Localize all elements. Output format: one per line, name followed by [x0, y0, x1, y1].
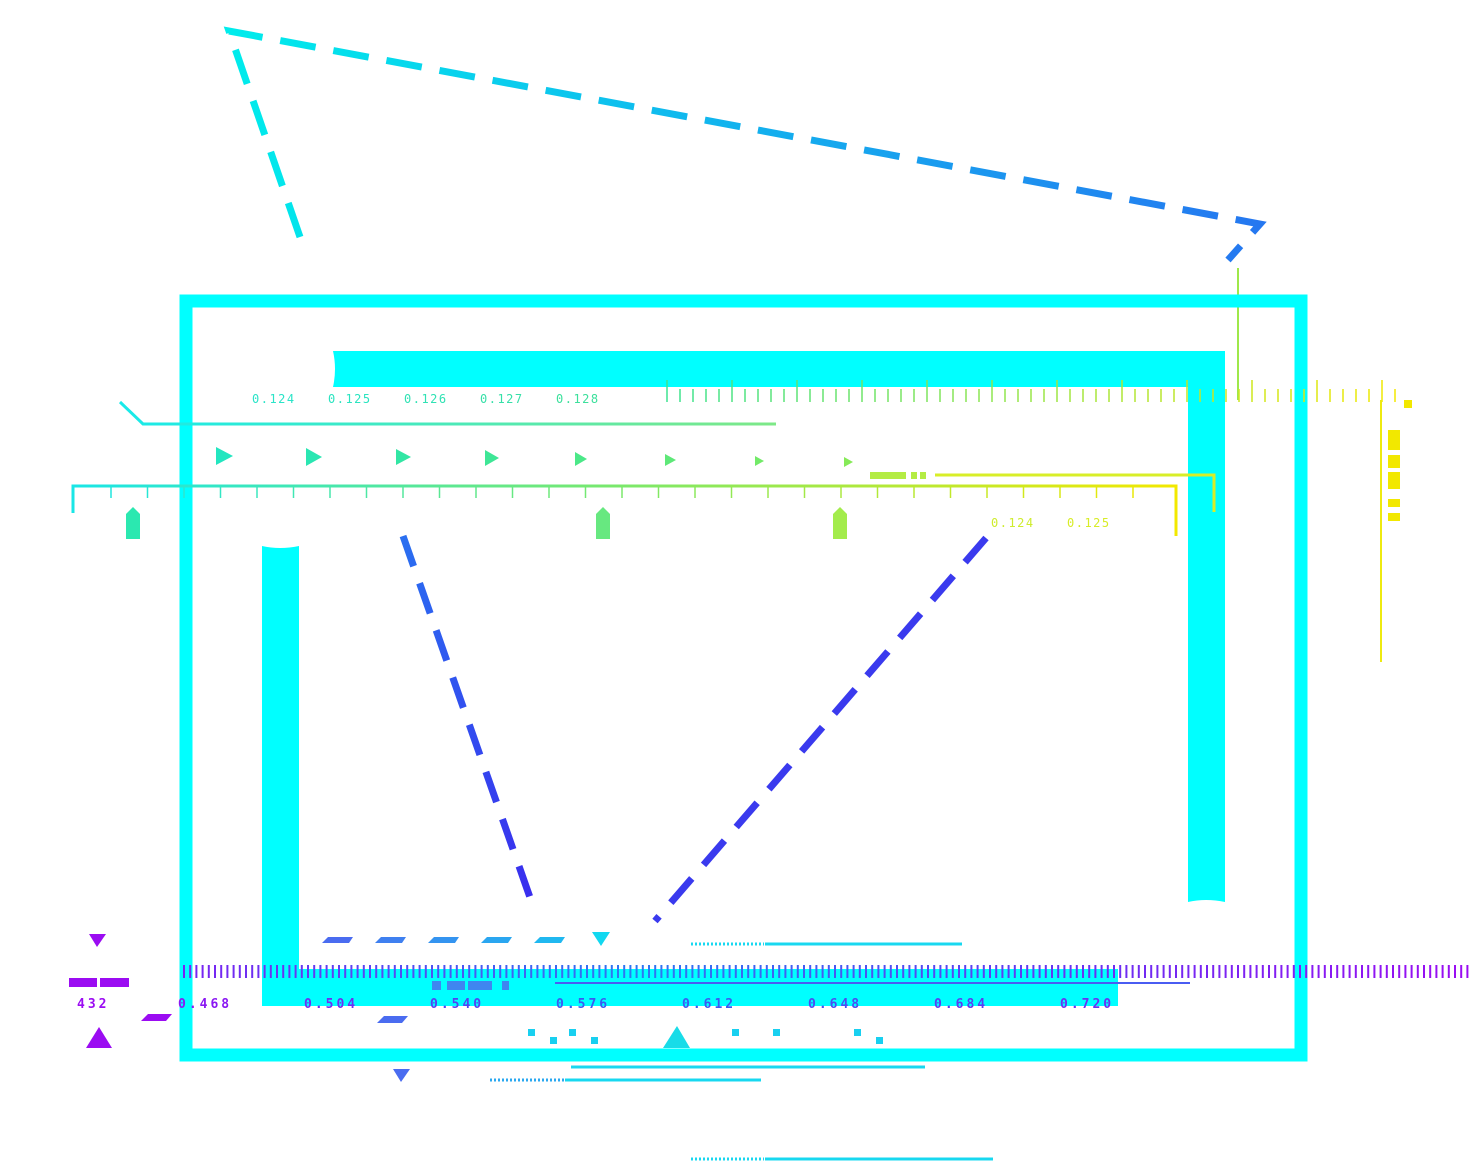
up-triangle-icon — [663, 1026, 690, 1048]
down-triangle-icon — [89, 934, 106, 947]
top-scale-label: 0.124 — [252, 392, 296, 406]
slanted-mark — [141, 1014, 172, 1021]
play-arrow-icon — [216, 447, 233, 465]
top-scale-label: 0.128 — [556, 392, 600, 406]
top-scale-labels: 0.124 0.125 0.126 0.127 0.128 — [252, 392, 600, 406]
bottom-scale-label: 0.648 — [808, 997, 862, 1012]
bottom-scale-label: 0.720 — [1060, 997, 1114, 1012]
up-triangle-icon — [86, 1027, 112, 1048]
readout-bar — [69, 978, 97, 987]
top-scale-label: 0.125 — [328, 392, 372, 406]
angled-slash-line — [118, 400, 776, 426]
slanted-dash-row — [322, 937, 565, 943]
play-arrow-icon — [396, 449, 411, 465]
bottom-left-widget: 432 — [69, 934, 172, 1048]
bottom-scale-label: 0.504 — [304, 997, 358, 1012]
right-status-blocks — [1388, 430, 1400, 521]
play-arrow-icon — [485, 450, 499, 466]
dashed-right-diagonal — [652, 535, 989, 924]
play-arrow-row — [216, 447, 853, 467]
right-status-column — [1380, 400, 1400, 662]
top-scale-label: 0.127 — [480, 392, 524, 406]
readout-bar — [100, 978, 129, 987]
middle-ruler-baseline — [71, 484, 1178, 536]
middle-ruler — [71, 472, 1216, 536]
pointer-marker-icon — [833, 507, 847, 539]
bottom-scale-label: 0.684 — [934, 997, 988, 1012]
bottom-scale-label: 0.612 — [682, 997, 736, 1012]
play-arrow-icon — [755, 456, 764, 466]
bottom-block-cluster — [432, 981, 509, 990]
middle-ruler-ticks — [110, 486, 1134, 498]
middle-scale-label: 0.124 — [991, 516, 1035, 530]
play-arrow-icon — [844, 457, 853, 467]
left-vertical-bar — [262, 546, 299, 969]
pointer-marker-icon — [596, 507, 610, 539]
main-frame — [179, 294, 1308, 1062]
bottom-scale-label: 0.540 — [430, 997, 484, 1012]
top-ruler-ticks — [666, 380, 1396, 402]
readout-value: 432 — [77, 997, 109, 1012]
play-arrow-icon — [665, 454, 676, 466]
bottom-tick-ruler — [183, 965, 1469, 978]
ruler-pointer-markers — [126, 507, 847, 539]
slanted-mark — [377, 1016, 408, 1023]
middle-scale-labels: 0.124 0.125 — [991, 516, 1111, 530]
top-ruler — [665, 380, 1412, 408]
scatter-squares — [528, 1029, 883, 1044]
bottom-scale-labels: 0.468 0.504 0.540 0.576 0.612 0.648 0.68… — [178, 997, 1114, 1012]
middle-scale-label: 0.125 — [1067, 516, 1111, 530]
middle-ruler-bracket — [935, 473, 1216, 512]
down-triangle-icon — [592, 932, 610, 946]
top-scale-label: 0.126 — [404, 392, 448, 406]
lower-horizontal-bar — [262, 969, 1118, 1006]
play-arrow-icon — [306, 448, 322, 466]
dashed-left-diagonal — [399, 534, 537, 908]
down-triangle-icon — [393, 1069, 410, 1082]
upper-horizontal-bar — [333, 351, 1225, 387]
play-arrow-icon — [575, 452, 587, 466]
dashed-v-lines — [399, 534, 989, 924]
top-ruler-end-marker — [1404, 400, 1412, 408]
top-dashed-triangle — [223, 26, 1267, 263]
pointer-marker-icon — [126, 507, 140, 539]
bottom-scale-label: 0.576 — [556, 997, 610, 1012]
bottom-scale-label: 0.468 — [178, 997, 232, 1012]
top-dashed-edge — [223, 26, 1267, 263]
right-vertical-bar — [1188, 387, 1225, 902]
bracket-dash-marks — [870, 472, 926, 479]
